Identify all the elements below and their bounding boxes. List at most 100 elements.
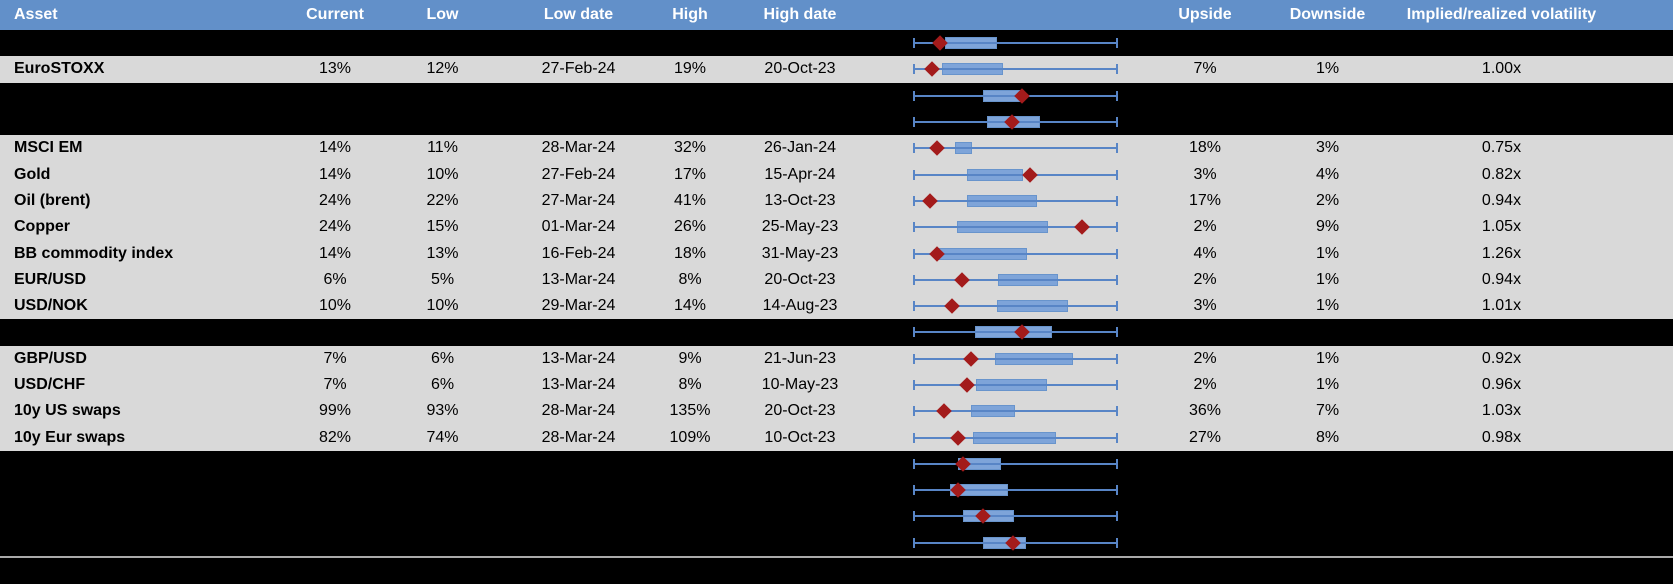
- cell-current[interactable]: [280, 30, 390, 56]
- cell-current[interactable]: 10%: [318, 297, 352, 315]
- cell-high[interactable]: 8%: [678, 270, 702, 288]
- cell-downside[interactable]: 8%: [1315, 428, 1340, 446]
- cell-upside[interactable]: [1125, 83, 1270, 109]
- cell-low[interactable]: 12%: [426, 60, 459, 78]
- cell-current[interactable]: [280, 503, 390, 529]
- column-header-asset[interactable]: Asset: [14, 6, 58, 23]
- cell-upside[interactable]: 2%: [1193, 376, 1217, 393]
- cell-asset[interactable]: USD/CHF: [14, 376, 86, 393]
- cell-implied[interactable]: 0.96x: [1481, 376, 1522, 393]
- cell-downside[interactable]: 1%: [1315, 244, 1340, 262]
- cell-low[interactable]: 13%: [426, 244, 459, 262]
- cell-asset[interactable]: [0, 109, 280, 135]
- cell-implied[interactable]: [1385, 109, 1673, 135]
- table-row[interactable]: EuroSTOXX 13% 12% 27-Feb-24 19% 20-Oct-2…: [0, 56, 1673, 83]
- cell-asset[interactable]: 10y Eur swaps: [14, 428, 126, 446]
- cell-low-date[interactable]: 28-Mar-24: [541, 139, 616, 157]
- cell-implied[interactable]: 0.75x: [1481, 139, 1522, 157]
- column-header-downside[interactable]: Downside: [1289, 6, 1366, 23]
- cell-high-date[interactable]: 21-Jun-23: [763, 349, 837, 367]
- cell-downside[interactable]: 1%: [1315, 270, 1340, 288]
- cell-asset[interactable]: [0, 477, 280, 503]
- cell-low-date[interactable]: 29-Mar-24: [541, 297, 616, 315]
- cell-current[interactable]: 7%: [323, 376, 347, 393]
- column-header-high[interactable]: High: [672, 6, 708, 23]
- cell-downside[interactable]: 1%: [1315, 297, 1340, 315]
- cell-upside[interactable]: [1125, 109, 1270, 135]
- cell-high[interactable]: [662, 530, 718, 556]
- cell-high-date[interactable]: 13-Oct-23: [764, 191, 836, 209]
- table-row[interactable]: USD/CHF 7% 6% 13-Mar-24 8% 10-May-23 2% …: [0, 371, 1673, 399]
- cell-high[interactable]: 32%: [673, 139, 707, 157]
- column-header-low[interactable]: Low: [426, 6, 459, 23]
- cell-implied[interactable]: 0.82x: [1481, 165, 1522, 183]
- cell-low[interactable]: [390, 109, 495, 135]
- cell-high[interactable]: 17%: [673, 165, 707, 183]
- cell-low-date[interactable]: [495, 30, 662, 56]
- cell-high[interactable]: 19%: [673, 60, 707, 78]
- cell-implied[interactable]: [1385, 319, 1673, 345]
- cell-downside[interactable]: [1270, 477, 1385, 503]
- cell-high[interactable]: 9%: [678, 349, 702, 367]
- column-header-upside[interactable]: Upside: [1178, 6, 1232, 23]
- cell-low[interactable]: [390, 530, 495, 556]
- cell-implied[interactable]: [1385, 83, 1673, 109]
- cell-upside[interactable]: [1125, 530, 1270, 556]
- cell-upside[interactable]: 3%: [1193, 297, 1217, 315]
- column-header-low-date[interactable]: Low date: [543, 6, 614, 23]
- cell-low[interactable]: [390, 319, 495, 345]
- cell-downside[interactable]: [1270, 503, 1385, 529]
- cell-high-date[interactable]: [718, 503, 882, 529]
- cell-high-date[interactable]: 10-Oct-23: [764, 428, 836, 446]
- cell-implied[interactable]: 1.26x: [1481, 244, 1522, 262]
- cell-asset[interactable]: [0, 83, 280, 109]
- cell-asset[interactable]: [0, 530, 280, 556]
- cell-high-date[interactable]: [718, 530, 882, 556]
- hidden-spacer-row[interactable]: [0, 108, 1673, 136]
- cell-high-date[interactable]: 14-Aug-23: [762, 297, 838, 315]
- cell-upside[interactable]: 27%: [1188, 428, 1222, 446]
- cell-low[interactable]: 15%: [426, 218, 459, 236]
- column-header-implied-realized-volatility[interactable]: Implied/realized volatility: [1406, 6, 1597, 23]
- cell-asset[interactable]: EuroSTOXX: [14, 60, 105, 78]
- cell-low-date[interactable]: 01-Mar-24: [541, 218, 616, 236]
- cell-low[interactable]: 5%: [430, 270, 455, 288]
- cell-low-date[interactable]: [495, 319, 662, 345]
- cell-low[interactable]: 10%: [426, 165, 459, 183]
- cell-low[interactable]: 6%: [430, 376, 455, 393]
- cell-asset[interactable]: Oil (brent): [14, 191, 91, 209]
- cell-downside[interactable]: [1270, 109, 1385, 135]
- cell-current[interactable]: 24%: [318, 191, 352, 209]
- cell-implied[interactable]: 1.01x: [1481, 297, 1522, 315]
- cell-high-date[interactable]: 20-Oct-23: [764, 270, 836, 288]
- table-row[interactable]: BB commodity index 14% 13% 16-Feb-24 18%…: [0, 240, 1673, 267]
- cell-current[interactable]: [280, 477, 390, 503]
- cell-low[interactable]: 22%: [426, 191, 459, 209]
- cell-high-date[interactable]: [718, 109, 882, 135]
- cell-high-date[interactable]: 25-May-23: [761, 218, 839, 236]
- cell-upside[interactable]: 2%: [1193, 270, 1217, 288]
- cell-asset[interactable]: Gold: [14, 165, 51, 183]
- cell-downside[interactable]: 9%: [1315, 218, 1340, 236]
- cell-implied[interactable]: [1385, 503, 1673, 529]
- table-row[interactable]: Oil (brent) 24% 22% 27-Mar-24 41% 13-Oct…: [0, 187, 1673, 215]
- cell-current[interactable]: 13%: [318, 60, 352, 78]
- cell-low[interactable]: 74%: [426, 428, 459, 446]
- cell-current[interactable]: 82%: [318, 428, 352, 446]
- cell-current[interactable]: 14%: [318, 244, 352, 262]
- cell-low-date[interactable]: 13-Mar-24: [541, 376, 616, 393]
- cell-current[interactable]: [280, 451, 390, 477]
- cell-high[interactable]: 8%: [678, 376, 702, 393]
- cell-low[interactable]: 11%: [427, 139, 458, 157]
- cell-asset[interactable]: Copper: [14, 218, 70, 236]
- cell-asset[interactable]: GBP/USD: [14, 349, 87, 367]
- cell-low-date[interactable]: 27-Feb-24: [541, 60, 616, 78]
- cell-current[interactable]: 6%: [323, 270, 347, 288]
- cell-low-date[interactable]: [495, 503, 662, 529]
- table-row[interactable]: Gold 14% 10% 27-Feb-24 17% 15-Apr-24 3% …: [0, 161, 1673, 188]
- cell-low-date[interactable]: 13-Mar-24: [541, 349, 616, 367]
- cell-low[interactable]: 10%: [426, 297, 459, 315]
- table-row[interactable]: EUR/USD 6% 5% 13-Mar-24 8% 20-Oct-23 2% …: [0, 266, 1673, 293]
- cell-high-date[interactable]: 10-May-23: [761, 376, 839, 393]
- cell-low[interactable]: [390, 83, 495, 109]
